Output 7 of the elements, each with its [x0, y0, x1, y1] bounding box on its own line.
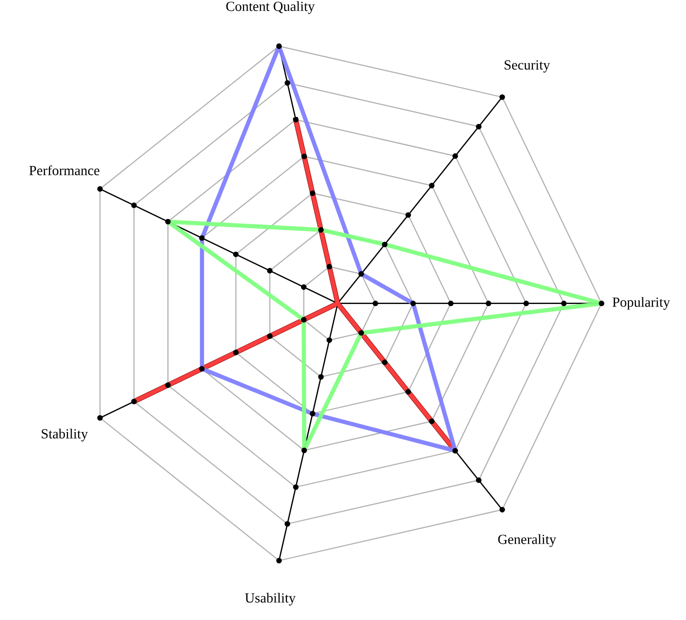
- spoke-label: Stability: [42, 428, 88, 442]
- spoke-label: Performance: [29, 165, 100, 176]
- spoke-label: Content Quality: [226, 1, 315, 14]
- spoke-label: Security: [504, 60, 550, 72]
- spoke-label: Popularity: [612, 297, 670, 310]
- spoke-label: Usability: [245, 592, 296, 606]
- spoke-label: Generality: [498, 534, 556, 547]
